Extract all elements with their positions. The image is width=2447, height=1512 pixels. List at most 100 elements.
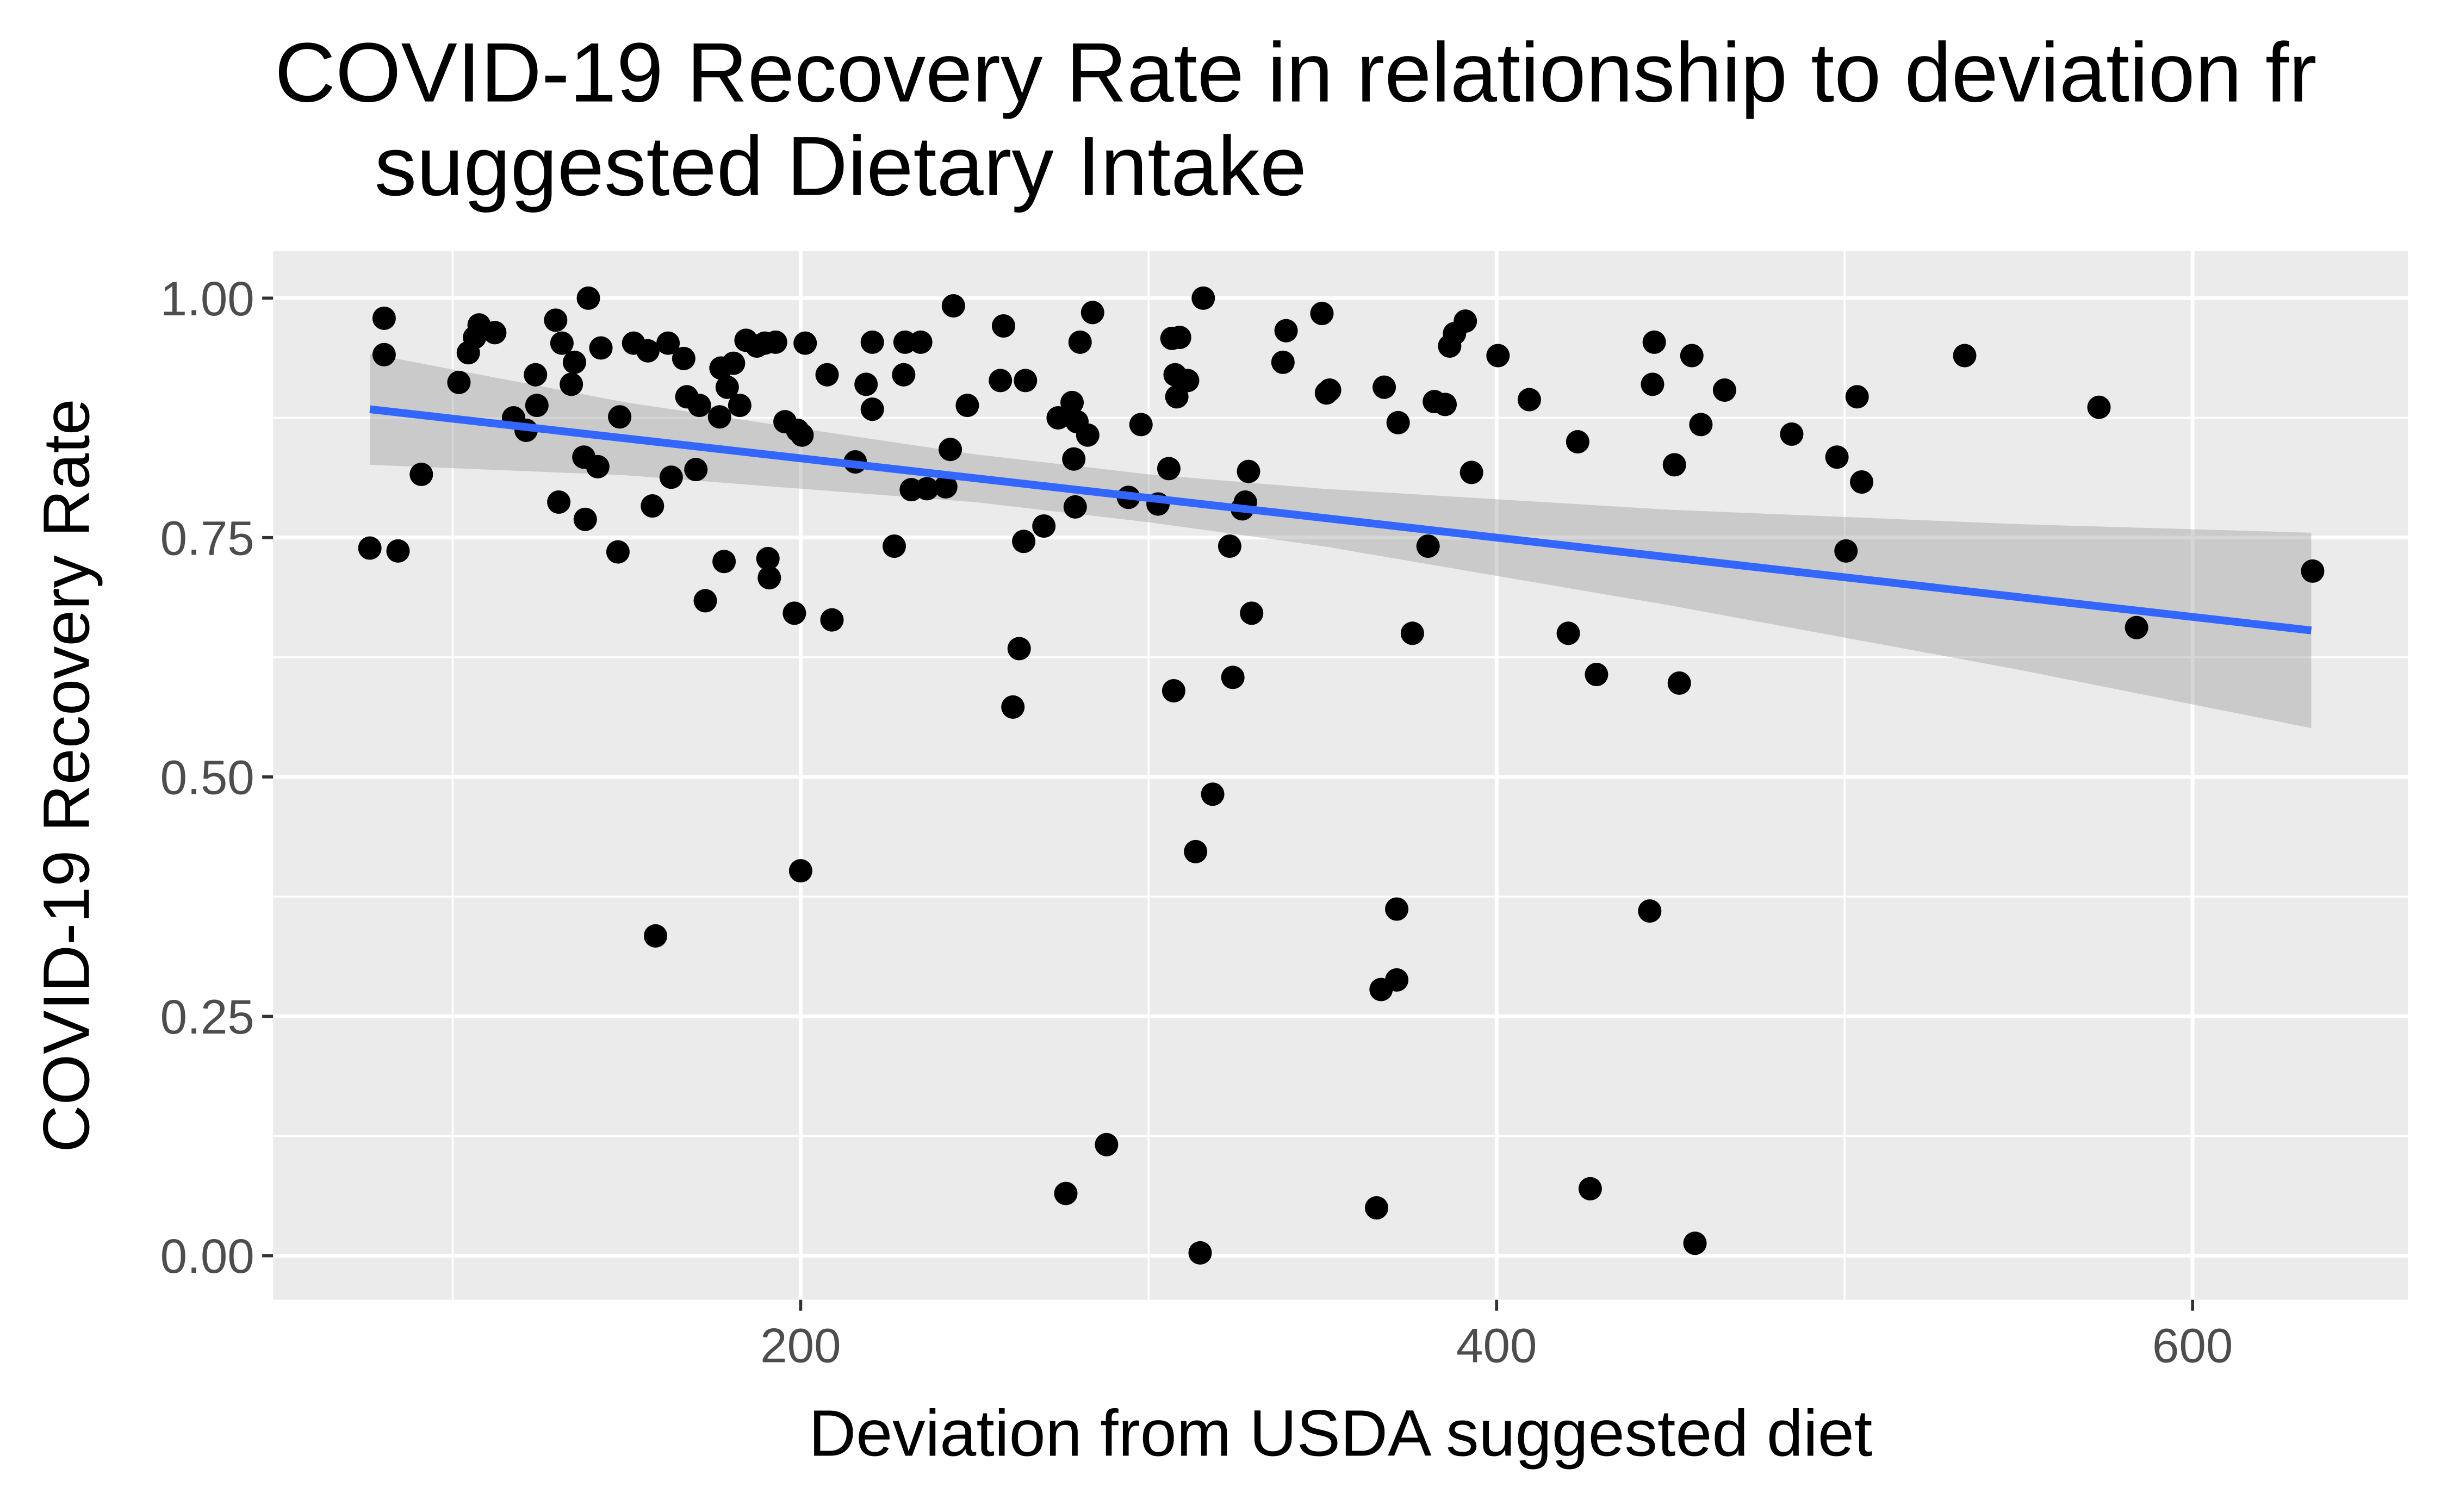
point: [483, 321, 507, 345]
point: [372, 306, 396, 330]
point: [793, 331, 817, 355]
point: [1014, 369, 1038, 393]
point: [1386, 410, 1410, 434]
point: [1162, 679, 1185, 703]
point: [643, 924, 668, 948]
point: [1237, 459, 1260, 483]
point: [892, 363, 916, 387]
point: [1433, 393, 1457, 416]
point: [693, 589, 717, 613]
point: [1825, 445, 1849, 469]
point: [1566, 430, 1589, 454]
point: [1556, 621, 1580, 645]
point: [525, 394, 549, 418]
x-tick-label: 200: [760, 1318, 841, 1372]
x-tick-label: 600: [2152, 1318, 2233, 1372]
point: [915, 477, 939, 501]
point: [941, 294, 965, 318]
point: [1578, 1177, 1602, 1200]
point: [1638, 899, 1662, 923]
point: [386, 539, 410, 563]
point: [722, 351, 746, 375]
point: [1271, 350, 1295, 374]
point: [715, 375, 739, 399]
point: [955, 394, 979, 418]
point: [1007, 637, 1031, 661]
point: [860, 397, 884, 421]
point: [1850, 470, 1874, 494]
point: [1517, 388, 1541, 412]
point: [1459, 461, 1483, 484]
point: [1662, 453, 1686, 477]
point: [1032, 514, 1056, 538]
point: [1184, 839, 1208, 863]
point: [1068, 330, 1092, 354]
point: [547, 490, 571, 514]
point: [1683, 1231, 1707, 1255]
point: [815, 363, 839, 387]
chart-title: COVID-19 Recovery Rate in relationship t…: [275, 26, 2316, 120]
point: [1063, 495, 1087, 519]
point: [712, 550, 736, 574]
point: [1240, 601, 1264, 625]
point: [1318, 378, 1341, 402]
point: [1012, 530, 1036, 553]
point: [586, 455, 610, 478]
point: [1780, 422, 1804, 446]
point: [757, 566, 781, 590]
point: [1188, 1241, 1212, 1265]
point: [756, 546, 780, 570]
point: [641, 494, 664, 518]
point: [656, 331, 680, 355]
point: [573, 507, 597, 531]
point: [687, 394, 711, 418]
chart-title: suggested Dietary Intake: [375, 119, 1307, 213]
point: [372, 343, 396, 366]
point: [1845, 385, 1869, 409]
point: [684, 458, 708, 482]
point: [1201, 782, 1225, 806]
point: [934, 475, 958, 499]
point: [636, 339, 660, 363]
point: [1372, 375, 1396, 399]
point: [2125, 615, 2148, 639]
point: [1364, 1196, 1389, 1220]
point: [1486, 344, 1510, 368]
point: [860, 330, 884, 354]
point: [790, 423, 814, 447]
x-tick-label: 400: [1456, 1318, 1537, 1372]
point: [1310, 302, 1334, 326]
point: [1641, 372, 1665, 396]
point: [1176, 369, 1200, 393]
point: [820, 608, 844, 632]
point: [1454, 309, 1477, 333]
point: [409, 462, 433, 486]
y-axis-title: COVID-19 Recovery Rate: [30, 399, 103, 1152]
point: [589, 336, 613, 360]
confidence-band: [370, 353, 2312, 729]
point: [1076, 423, 1100, 447]
point: [1953, 344, 1977, 368]
point: [1416, 534, 1440, 558]
x-axis-title: Deviation from USDA suggested diet: [809, 1397, 1872, 1470]
point: [1689, 413, 1713, 437]
point: [939, 438, 962, 462]
point: [1385, 897, 1409, 921]
y-tick-label: 0.00: [160, 1229, 254, 1283]
point: [576, 286, 600, 310]
y-tick-label: 0.25: [160, 990, 254, 1044]
point: [1060, 390, 1084, 414]
point: [1385, 968, 1409, 992]
point: [1834, 539, 1858, 563]
point: [1191, 286, 1215, 310]
point: [1680, 344, 1704, 368]
point: [854, 372, 878, 396]
point: [608, 405, 632, 429]
point: [707, 405, 731, 429]
point: [1218, 534, 1241, 558]
point: [909, 330, 933, 354]
fit-line: [369, 405, 2312, 634]
point: [1062, 447, 1086, 471]
point: [1221, 665, 1245, 689]
